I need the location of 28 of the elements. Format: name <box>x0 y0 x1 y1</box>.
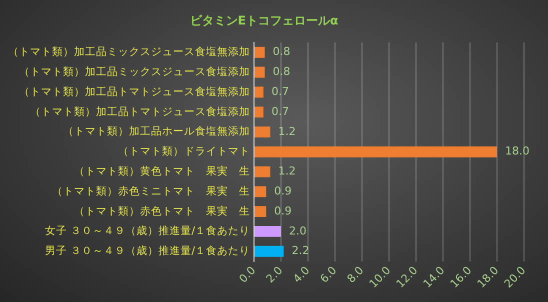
data-label: 1.2 <box>278 164 296 178</box>
y-tick-label: （トマト類）ドライトマト <box>118 146 250 158</box>
data-label: 0.9 <box>274 184 292 198</box>
data-label: 18.0 <box>505 144 530 158</box>
y-tick-label: （トマト類）加工品ホール食塩無添加 <box>63 124 250 138</box>
y-tick-label: （トマト類）加工品ミックスジュース食塩添加 <box>19 64 250 78</box>
y-tick-label: （トマト類）赤色ミニトマト 果実 生 <box>52 184 250 198</box>
data-label: 0.8 <box>272 65 290 78</box>
data-label: 0.8 <box>272 45 290 58</box>
y-tick-label: （トマト類）赤色トマト 果実 生 <box>74 204 250 218</box>
x-tick-label: 8.0 <box>344 264 366 286</box>
data-label: 2.0 <box>289 224 306 238</box>
y-tick-label: （トマト類）黄色トマト 果実 生 <box>74 164 250 178</box>
y-tick-label: 男子 ３０～４９（歳）推進量/１食あたり <box>45 244 250 258</box>
x-tick-label: 4.0 <box>290 264 312 286</box>
x-tick-label: 6.0 <box>318 264 340 286</box>
data-label: 0.9 <box>274 204 292 218</box>
data-label: 1.2 <box>278 124 296 138</box>
data-label: 0.7 <box>271 85 289 98</box>
data-label: 2.2 <box>292 244 310 258</box>
data-label: 0.7 <box>271 104 289 118</box>
x-tick-label: 2.0 <box>264 264 286 286</box>
y-tick-label: （トマト類）加工品トマトジュース食塩無添加 <box>19 84 250 98</box>
y-tick-label: （トマト類）加工品ミックスジュース食塩無添加 <box>8 45 250 58</box>
y-tick-label: 女子 ３０～４９（歳）推進量/１食あたり <box>45 224 250 238</box>
x-tick-label: 0.0 <box>236 264 258 286</box>
y-tick-label: （トマト類）加工品トマトジュース食塩添加 <box>30 104 250 118</box>
chart-title: ビタミンEトコフェロールα <box>190 13 338 28</box>
